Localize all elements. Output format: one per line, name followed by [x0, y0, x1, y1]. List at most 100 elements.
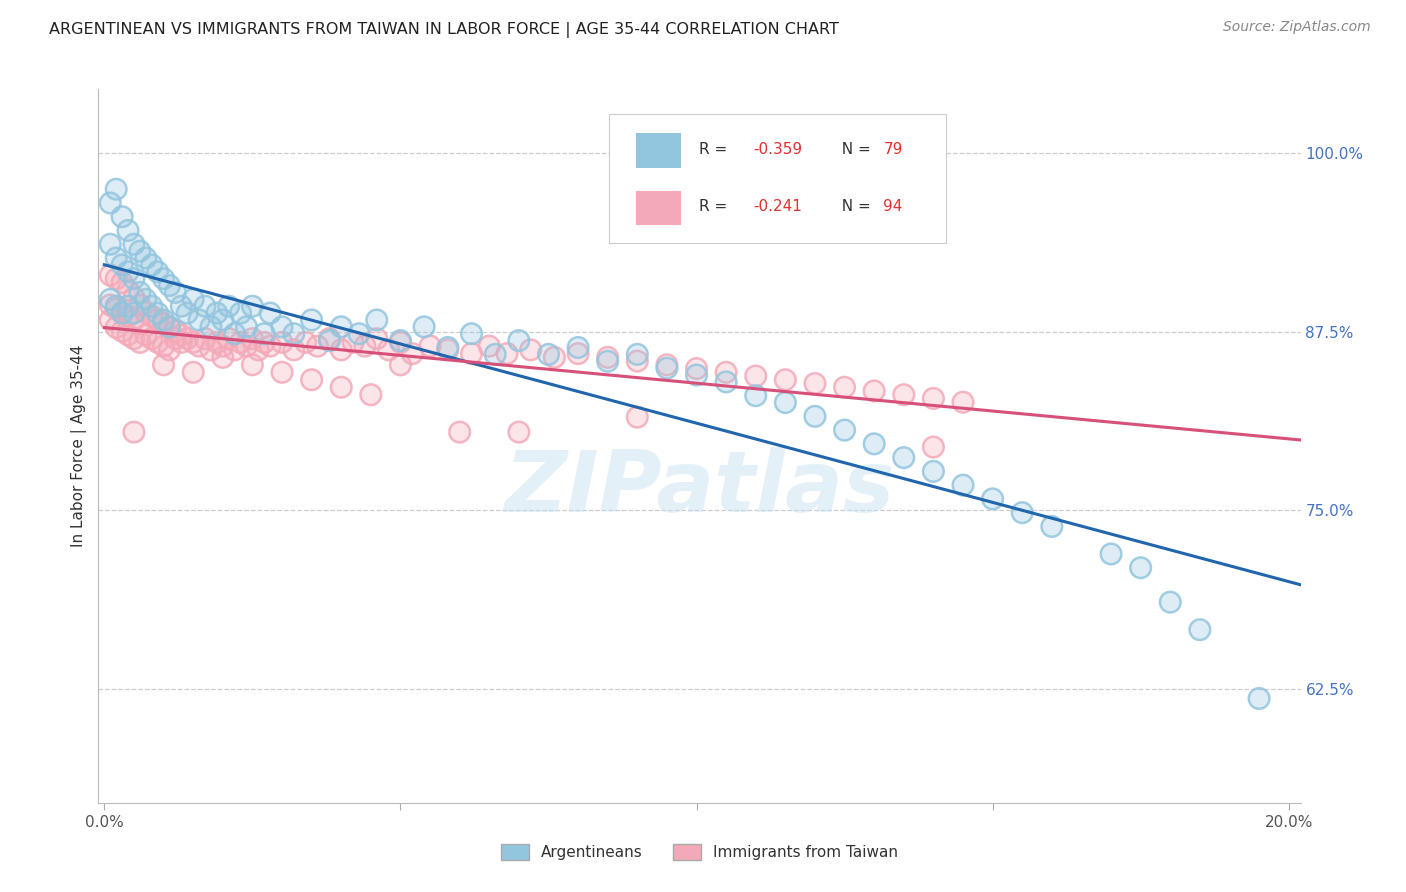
- Point: [105, 272, 128, 286]
- Point: [200, 343, 222, 357]
- Point: [775, 373, 797, 387]
- Point: [98, 298, 121, 312]
- Point: [229, 335, 252, 350]
- Point: [1249, 691, 1271, 706]
- Point: [804, 409, 827, 424]
- Point: [271, 365, 294, 379]
- Point: [135, 293, 157, 307]
- Point: [111, 324, 134, 338]
- Point: [152, 313, 174, 327]
- Point: [745, 369, 768, 384]
- Point: [596, 351, 619, 365]
- Point: [893, 388, 915, 402]
- Point: [242, 332, 264, 346]
- Point: [626, 410, 648, 425]
- Point: [128, 335, 150, 350]
- Point: [211, 313, 233, 327]
- Point: [893, 450, 915, 465]
- Point: [224, 326, 246, 341]
- Point: [194, 299, 217, 313]
- Point: [117, 283, 139, 297]
- Point: [98, 196, 121, 211]
- Point: [745, 369, 768, 384]
- Point: [655, 361, 678, 376]
- Point: [834, 423, 856, 437]
- Point: [141, 332, 163, 346]
- Point: [128, 335, 150, 350]
- Point: [242, 358, 264, 372]
- Point: [122, 237, 145, 252]
- Point: [436, 341, 458, 355]
- Point: [330, 319, 353, 334]
- Point: [318, 334, 340, 348]
- Point: [389, 335, 412, 350]
- Point: [117, 327, 139, 342]
- Point: [205, 306, 228, 320]
- Point: [389, 358, 412, 372]
- Point: [98, 293, 121, 307]
- Point: [159, 278, 181, 293]
- Point: [519, 343, 541, 357]
- Point: [105, 320, 128, 334]
- Point: [117, 299, 139, 313]
- Point: [98, 313, 121, 327]
- Point: [141, 332, 163, 346]
- Point: [111, 276, 134, 290]
- Point: [152, 339, 174, 353]
- Point: [152, 317, 174, 331]
- Point: [188, 339, 211, 353]
- Point: [218, 299, 240, 313]
- Point: [242, 299, 264, 313]
- Point: [117, 265, 139, 279]
- Point: [922, 464, 945, 478]
- Point: [105, 299, 128, 313]
- Point: [893, 388, 915, 402]
- Point: [117, 299, 139, 313]
- Point: [235, 339, 257, 353]
- Point: [165, 332, 187, 346]
- Point: [283, 326, 305, 341]
- Point: [165, 285, 187, 300]
- Point: [146, 335, 169, 350]
- Point: [413, 319, 436, 334]
- Point: [253, 335, 276, 350]
- Point: [181, 293, 204, 307]
- Point: [685, 368, 707, 382]
- Point: [122, 291, 145, 305]
- Point: [218, 332, 240, 346]
- Point: [685, 361, 707, 376]
- Point: [330, 380, 353, 394]
- Point: [271, 319, 294, 334]
- Point: [105, 182, 128, 196]
- Point: [235, 339, 257, 353]
- Point: [176, 306, 198, 320]
- Point: [159, 343, 181, 357]
- Point: [194, 299, 217, 313]
- Point: [259, 306, 281, 320]
- Point: [98, 237, 121, 252]
- Point: [181, 365, 204, 379]
- Point: [449, 425, 471, 439]
- Text: -0.359: -0.359: [754, 143, 803, 157]
- Point: [342, 335, 364, 350]
- Point: [366, 313, 388, 327]
- Text: 94: 94: [883, 200, 903, 214]
- Point: [537, 347, 560, 361]
- Point: [128, 285, 150, 300]
- Point: [247, 343, 270, 357]
- Point: [146, 313, 169, 327]
- Point: [105, 272, 128, 286]
- Point: [105, 320, 128, 334]
- Point: [537, 347, 560, 361]
- Point: [460, 326, 482, 341]
- Point: [176, 332, 198, 346]
- Point: [128, 244, 150, 259]
- Point: [188, 313, 211, 327]
- Legend: Argentineans, Immigrants from Taiwan: Argentineans, Immigrants from Taiwan: [495, 838, 904, 866]
- Point: [496, 346, 519, 360]
- Point: [294, 335, 316, 350]
- Point: [318, 332, 340, 346]
- Text: ZIPatlas: ZIPatlas: [505, 447, 894, 531]
- Point: [122, 291, 145, 305]
- Point: [360, 388, 382, 402]
